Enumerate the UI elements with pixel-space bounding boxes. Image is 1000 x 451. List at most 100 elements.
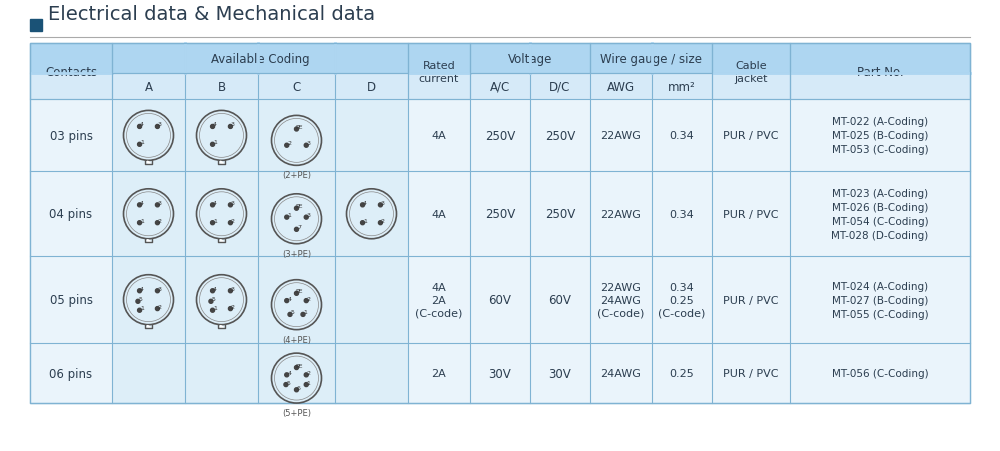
Circle shape (288, 313, 292, 317)
Circle shape (294, 292, 298, 296)
Text: Contacts: Contacts (45, 66, 97, 79)
Text: 5: 5 (287, 380, 290, 385)
Text: Available Coding: Available Coding (211, 53, 309, 66)
Bar (30, 20, 42, 32)
Bar (790, 44, 970, 100)
Circle shape (155, 221, 159, 225)
Text: 2: 2 (231, 218, 235, 223)
Text: MT-022 (A-Coding)
MT-025 (B-Coding)
MT-053 (C-Coding): MT-022 (A-Coding) MT-025 (B-Coding) MT-0… (832, 117, 928, 155)
Text: 250V: 250V (545, 129, 575, 143)
Circle shape (209, 299, 213, 304)
Text: PUR / PVC: PUR / PVC (723, 368, 779, 378)
Circle shape (304, 144, 308, 148)
Text: 22AWG: 22AWG (601, 209, 641, 219)
Text: 30V: 30V (489, 367, 511, 380)
Text: 05 pins: 05 pins (50, 294, 92, 307)
Bar (30, 257, 970, 343)
Bar (30, 44, 970, 403)
Bar (112, 44, 408, 74)
Text: 1: 1 (363, 218, 367, 223)
Bar (185, 100, 258, 172)
Text: PUR / PVC: PUR / PVC (723, 295, 779, 305)
Text: 2: 2 (231, 304, 235, 309)
Text: AWG: AWG (607, 81, 635, 94)
Text: 6: 6 (297, 385, 301, 390)
Text: 04 pins: 04 pins (49, 208, 93, 221)
FancyArrowPatch shape (148, 163, 149, 164)
Text: Electrical data & Mechanical data: Electrical data & Mechanical data (48, 5, 375, 24)
Bar (30, 100, 970, 172)
FancyArrowPatch shape (221, 241, 222, 242)
Text: Cable
jacket: Cable jacket (734, 61, 768, 83)
Text: 3: 3 (307, 141, 311, 146)
Bar (408, 44, 470, 100)
Bar (30, 343, 970, 403)
Circle shape (211, 203, 215, 207)
FancyArrowPatch shape (221, 327, 222, 328)
Circle shape (284, 383, 288, 387)
Circle shape (211, 143, 215, 147)
Text: 250V: 250V (485, 129, 515, 143)
Text: C: C (292, 81, 301, 94)
Text: 0.25: 0.25 (670, 368, 694, 378)
Bar (335, 343, 408, 403)
Text: 250V: 250V (485, 208, 515, 221)
Text: A: A (144, 81, 152, 94)
Text: Wire gauge / size: Wire gauge / size (600, 53, 702, 66)
Circle shape (138, 308, 142, 313)
Text: 7: 7 (297, 225, 301, 230)
Bar (258, 257, 335, 343)
Circle shape (361, 203, 365, 207)
Circle shape (211, 308, 215, 313)
Bar (258, 100, 335, 172)
Text: 1: 1 (287, 213, 291, 218)
Text: 2: 2 (307, 370, 311, 375)
Text: Part No.: Part No. (857, 66, 903, 79)
Text: D/C: D/C (549, 81, 571, 94)
Text: 2: 2 (381, 218, 385, 223)
Circle shape (304, 299, 308, 303)
Bar (335, 100, 408, 172)
Circle shape (138, 203, 142, 207)
Text: 2: 2 (158, 218, 162, 223)
Bar (30, 74, 970, 100)
Text: 3: 3 (158, 122, 162, 127)
Text: 22AWG
24AWG
(C-code): 22AWG 24AWG (C-code) (597, 283, 645, 318)
Circle shape (294, 388, 298, 392)
Text: PUR / PVC: PUR / PVC (723, 209, 779, 219)
Text: 2: 2 (287, 141, 291, 146)
Text: 1: 1 (213, 305, 217, 311)
Text: 3: 3 (231, 122, 235, 127)
Circle shape (304, 373, 308, 377)
Text: 3: 3 (307, 213, 311, 218)
Text: 1: 1 (307, 380, 311, 385)
Bar (590, 44, 712, 74)
Text: 4A
2A
(C-code): 4A 2A (C-code) (415, 283, 463, 318)
Text: 4: 4 (213, 122, 217, 127)
Text: 0.34: 0.34 (670, 209, 694, 219)
Text: 4: 4 (140, 122, 144, 127)
Circle shape (294, 228, 298, 232)
Bar (712, 44, 790, 100)
FancyArrowPatch shape (148, 327, 149, 328)
Bar (185, 257, 258, 343)
Text: (5+PE): (5+PE) (282, 408, 311, 417)
Bar (185, 343, 258, 403)
Text: PE: PE (295, 125, 303, 130)
Text: 4: 4 (213, 286, 217, 291)
Text: 0.34
0.25
(C-code): 0.34 0.25 (C-code) (658, 283, 706, 318)
Bar (258, 343, 335, 403)
Circle shape (294, 207, 298, 211)
Circle shape (155, 125, 159, 129)
Bar (112, 343, 185, 403)
Circle shape (285, 216, 289, 220)
Text: 06 pins: 06 pins (49, 367, 93, 380)
Bar (112, 172, 185, 257)
FancyArrowPatch shape (221, 163, 222, 164)
Text: 30V: 30V (549, 367, 571, 380)
Bar (30, 44, 112, 100)
Text: B: B (217, 81, 226, 94)
Circle shape (138, 221, 142, 225)
Text: 3: 3 (158, 200, 162, 205)
Text: 1: 1 (140, 305, 144, 311)
